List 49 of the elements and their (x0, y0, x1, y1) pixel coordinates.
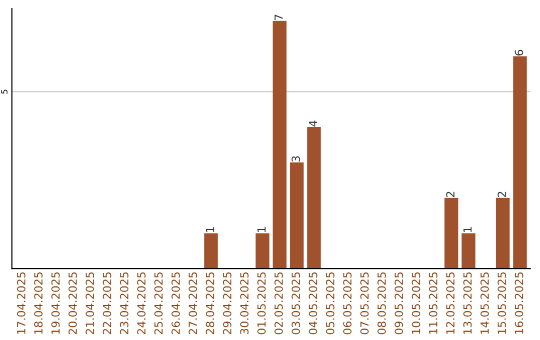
x-tick-label: 17.04.2025 (17, 272, 26, 334)
bar (204, 233, 218, 269)
bar (290, 162, 304, 269)
x-tick-label: 24.04.2025 (137, 272, 146, 334)
x-tick-label: 23.04.2025 (120, 272, 128, 334)
x-tick-label: 09.05.2025 (394, 272, 404, 334)
y-tick-label: 5 (1, 90, 8, 94)
bar (513, 56, 527, 269)
x-tick-label: 11.05.2025 (428, 272, 438, 334)
x-tick-label: 27.04.2025 (188, 272, 198, 334)
x-tick-label: 05.05.2025 (326, 272, 334, 334)
data-label: 7 (274, 14, 283, 20)
x-tick-label: 13.05.2025 (463, 272, 472, 334)
data-label: 1 (463, 227, 472, 232)
bar (272, 20, 287, 269)
x-tick-label: 25.04.2025 (154, 272, 163, 334)
x-tick-label: 30.04.2025 (240, 272, 249, 334)
data-label: 3 (292, 156, 300, 162)
data-label: 6 (514, 50, 524, 56)
x-tick-label: 03.05.2025 (292, 272, 300, 334)
data-label: 2 (498, 192, 506, 198)
x-tick-label: 02.05.2025 (274, 272, 283, 334)
x-tick-label: 22.04.2025 (102, 272, 112, 334)
x-tick-label: 14.05.2025 (480, 272, 489, 334)
x-tick-label: 01.05.2025 (257, 272, 266, 334)
bar (256, 233, 270, 269)
x-tick-label: 15.05.2025 (498, 272, 506, 334)
data-label: 2 (446, 192, 454, 198)
x-tick-label: 12.05.2025 (446, 272, 455, 334)
data-label: 1 (206, 227, 214, 232)
x-tick-label: 10.05.2025 (412, 272, 420, 334)
x-tick-label: 16.05.2025 (514, 272, 524, 334)
data-label: 4 (308, 120, 318, 127)
bar (496, 198, 510, 269)
data-label: 1 (257, 227, 266, 232)
x-tick-label: 26.04.2025 (171, 272, 180, 334)
x-tick-label: 20.04.2025 (68, 272, 77, 334)
x-tick-label: 07.05.2025 (360, 272, 369, 334)
x-tick-label: 04.05.2025 (308, 272, 318, 334)
x-tick-label: 18.04.2025 (34, 272, 43, 334)
x-tick-label: 21.04.2025 (86, 272, 94, 334)
bar (307, 127, 321, 269)
bar (444, 198, 458, 269)
x-tick-label: 08.05.2025 (377, 272, 386, 334)
x-tick-label: 28.04.2025 (206, 272, 214, 334)
x-tick-label: 19.04.2025 (51, 272, 60, 334)
bar (462, 233, 476, 269)
x-tick-label: 29.04.2025 (222, 272, 232, 334)
x-tick-label: 06.05.2025 (343, 272, 352, 334)
